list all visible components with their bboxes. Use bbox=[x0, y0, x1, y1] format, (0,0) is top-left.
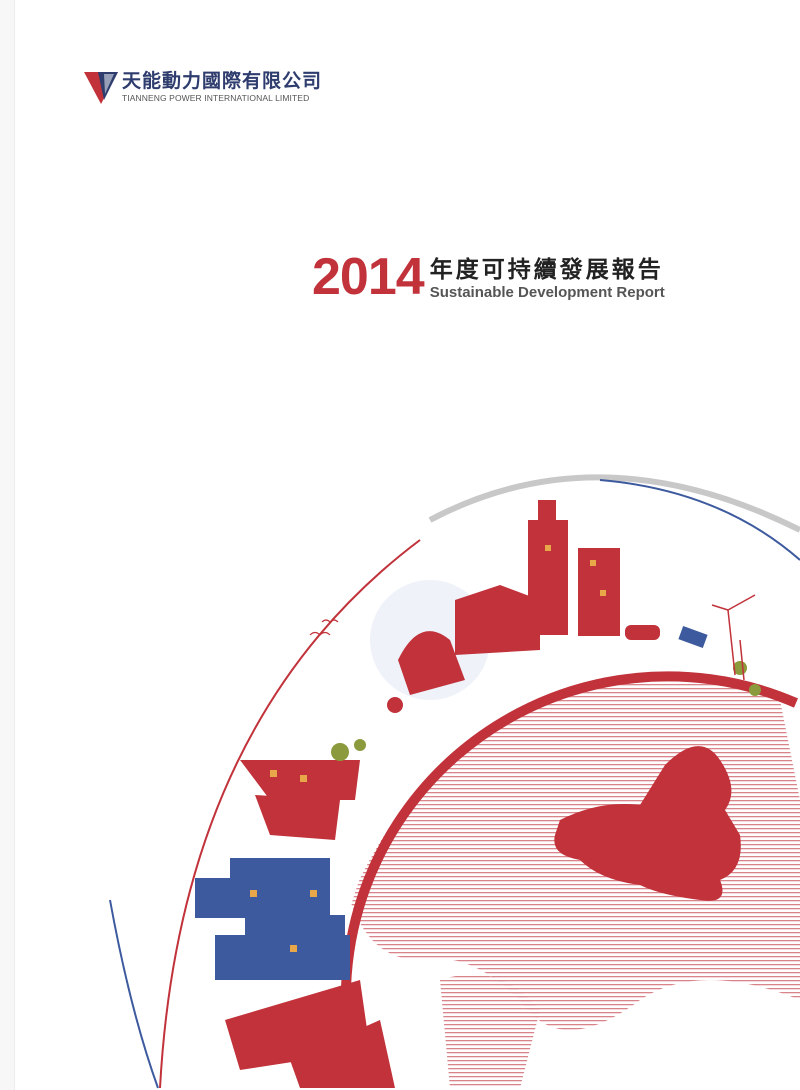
spine bbox=[0, 0, 15, 1090]
trees bbox=[331, 661, 761, 761]
world-map bbox=[350, 680, 800, 1088]
windows bbox=[250, 545, 606, 952]
wind-turbines bbox=[711, 594, 756, 681]
blue-arc bbox=[599, 479, 800, 561]
report-title-en: Sustainable Development Report bbox=[429, 284, 665, 301]
company-logo: 天能動力國際有限公司 TIANNENG POWER INTERNATIONAL … bbox=[84, 70, 322, 104]
logo-v-icon bbox=[84, 72, 118, 104]
gray-arc bbox=[428, 474, 800, 533]
blue-outer-arc bbox=[109, 899, 159, 1089]
company-name-cn: 天能動力國際有限公司 bbox=[122, 70, 323, 92]
blue-buildings bbox=[195, 858, 350, 980]
solar-panel bbox=[678, 625, 708, 649]
skyline bbox=[225, 500, 660, 1088]
report-year: 2014 bbox=[312, 248, 425, 306]
china-map bbox=[554, 746, 741, 901]
company-name-en: TIANNENG POWER INTERNATIONAL LIMITED bbox=[122, 93, 310, 103]
birds bbox=[309, 619, 339, 636]
report-title: 2014 年度可持續發展報告 Sustainable Development R… bbox=[312, 248, 665, 306]
red-outer-arc bbox=[159, 539, 421, 1089]
report-title-cn: 年度可持續發展報告 bbox=[429, 257, 664, 283]
